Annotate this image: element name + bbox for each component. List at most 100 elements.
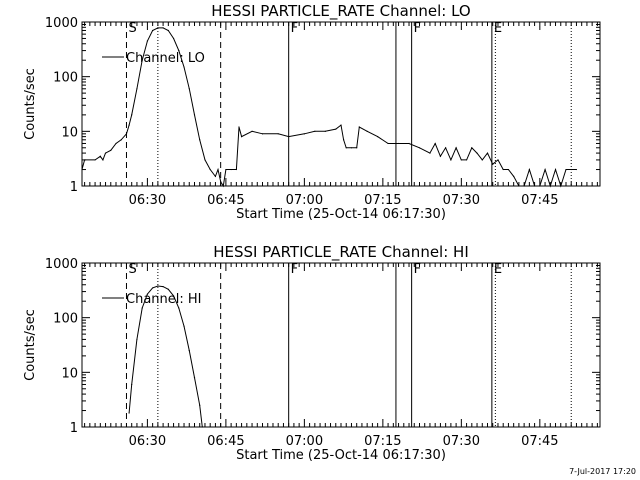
x-tick-label: 07:30	[443, 434, 480, 449]
x-tick-label: 07:45	[521, 434, 558, 449]
data-point	[157, 285, 159, 287]
data-point	[141, 307, 143, 309]
hi-channel-chart: HESSI PARTICLE_RATE Channel: HI 1 10 100 100…	[23, 243, 601, 463]
y-axis-label: Counts/sec	[23, 68, 38, 140]
x-tick-label: 07:15	[364, 434, 401, 449]
data-point	[434, 142, 436, 145]
event-marker-label: E	[494, 262, 502, 277]
chart-title: HESSI PARTICLE_RATE Channel: LO	[211, 2, 470, 21]
data-point	[104, 152, 107, 154]
data-point	[84, 159, 86, 161]
data-point	[172, 295, 175, 297]
data-point	[523, 185, 525, 187]
y-tick-label: 1000	[45, 257, 78, 272]
data-point	[471, 147, 473, 149]
data-point	[172, 37, 175, 40]
data-point	[345, 147, 347, 149]
data-point	[193, 114, 196, 116]
data-point	[343, 139, 345, 141]
data-point	[136, 338, 138, 341]
data-point	[199, 139, 201, 141]
y-tick-label: 100	[53, 312, 78, 327]
chart-title: HESSI PARTICLE_RATE Channel: HI	[213, 243, 469, 262]
data-point	[387, 142, 389, 145]
data-point	[131, 114, 133, 116]
y-tick-label: 1	[70, 180, 78, 195]
y-tick-label: 10	[61, 125, 78, 140]
data-point	[439, 155, 442, 157]
data-point	[230, 168, 232, 171]
data-point	[324, 130, 326, 132]
data-point	[502, 168, 504, 171]
data-point	[188, 349, 190, 352]
lo-channel-chart: HESSI PARTICLE_RATE Channel: LO 1 10 100 100…	[23, 2, 601, 222]
data-point	[201, 426, 203, 428]
data-point	[167, 29, 169, 32]
event-marker-label: F	[414, 262, 421, 277]
x-tick-label: 06:30	[129, 434, 166, 449]
data-point	[429, 152, 431, 154]
data-point	[120, 139, 122, 141]
data-point	[528, 168, 530, 171]
data-point	[214, 175, 217, 177]
data-point	[183, 325, 185, 327]
data-point	[222, 185, 224, 187]
data-point	[377, 136, 379, 138]
data-point	[225, 168, 227, 171]
data-point	[418, 147, 421, 149]
plot-timestamp: 7-Jul-2017 17:20	[569, 467, 636, 476]
data-point	[288, 136, 290, 138]
event-marker-label: E	[494, 21, 502, 36]
data-point	[277, 133, 279, 135]
data-point	[209, 168, 211, 171]
x-tick-label: 06:45	[207, 193, 244, 208]
data-point	[193, 377, 196, 379]
data-point	[183, 66, 185, 68]
data-point	[217, 168, 219, 171]
data-point	[445, 147, 447, 149]
data-point	[152, 287, 154, 289]
data-point	[102, 159, 104, 161]
data-point	[131, 383, 133, 386]
data-point	[497, 159, 499, 161]
data-point	[178, 49, 180, 52]
plot-frame	[81, 262, 601, 428]
x-tick-label: 06:30	[129, 193, 166, 208]
x-tick-label: 07:00	[286, 193, 323, 208]
data-point	[533, 185, 536, 187]
data-point	[544, 168, 546, 171]
data-point	[481, 159, 483, 161]
data-point	[204, 159, 206, 161]
data-point	[141, 59, 143, 61]
data-point	[188, 88, 190, 90]
data-point	[408, 142, 410, 145]
data-point	[507, 168, 510, 171]
legend-label: Channel: HI	[126, 292, 202, 307]
series-line	[128, 285, 203, 428]
x-tick-label: 07:30	[443, 193, 480, 208]
data-point	[366, 130, 368, 132]
data-point	[261, 133, 264, 135]
data-point	[157, 27, 159, 29]
data-point	[350, 147, 353, 149]
data-point	[450, 159, 452, 161]
data-point	[178, 307, 180, 309]
x-tick-label: 06:45	[207, 434, 244, 449]
data-point	[235, 168, 237, 171]
data-point	[340, 124, 342, 126]
y-tick-label: 1	[70, 421, 78, 436]
data-point	[335, 128, 337, 130]
data-point	[240, 136, 243, 138]
event-marker-label: S	[128, 21, 136, 36]
y-tick-label: 10	[61, 366, 78, 381]
data-point	[167, 288, 169, 290]
data-point	[465, 159, 468, 161]
data-point	[162, 286, 164, 288]
data-point	[455, 147, 457, 149]
data-point	[152, 29, 154, 32]
data-point	[251, 130, 253, 132]
data-point	[476, 152, 478, 154]
data-point	[81, 168, 83, 171]
event-marker-label: F	[414, 21, 421, 36]
